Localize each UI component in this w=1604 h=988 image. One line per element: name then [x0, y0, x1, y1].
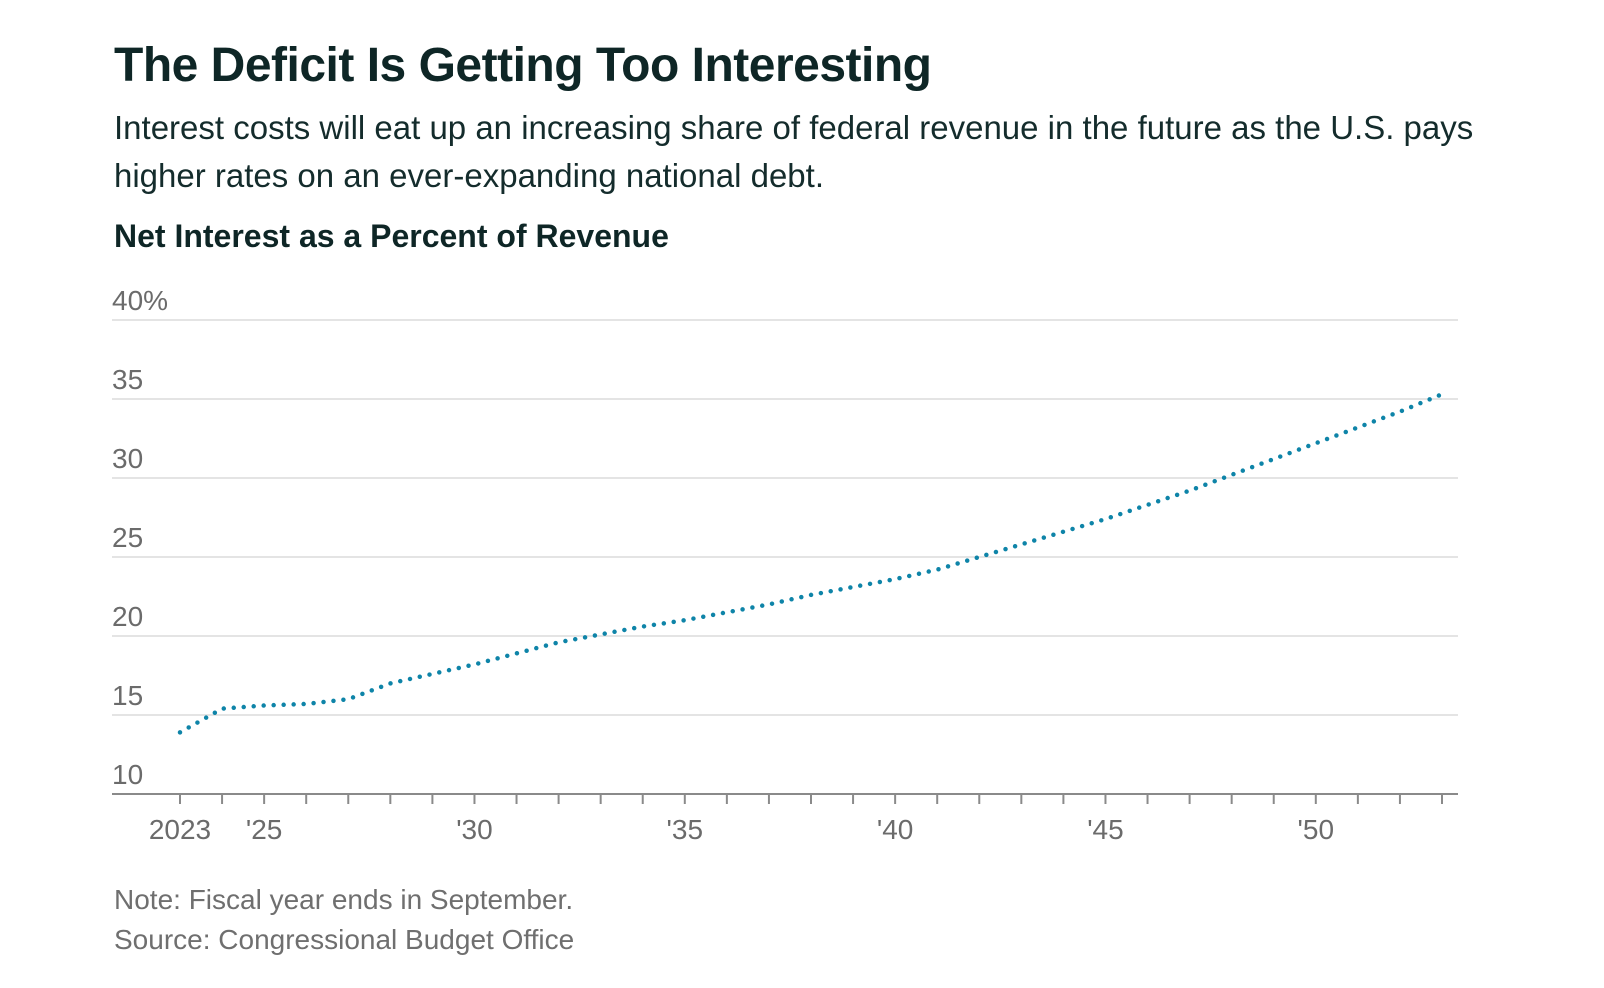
data-point-2049: [1273, 458, 1275, 460]
data-point-2030: [473, 663, 475, 665]
data-point-2034: [642, 626, 644, 628]
data-point-2048: [1231, 474, 1233, 476]
chart-note: Note: Fiscal year ends in September.: [114, 884, 574, 915]
data-point-2047: [1189, 490, 1191, 492]
data-point-2028: [389, 682, 391, 684]
data-point-2042: [978, 556, 980, 558]
data-point-2044: [1062, 531, 1064, 533]
y-tick-label-35: 35: [112, 364, 143, 395]
gridlines: [112, 319, 1458, 716]
series-line-0: [177, 392, 1445, 735]
y-tick-label-40: 40%: [112, 285, 168, 316]
data-point-2033: [600, 633, 602, 635]
x-axis: [112, 793, 1458, 804]
data-point-2031: [516, 652, 518, 654]
chart-title: The Deficit Is Getting Too Interesting: [114, 39, 932, 92]
data-point-2026: [305, 703, 307, 705]
x-tick-label-2045: '45: [1087, 814, 1124, 845]
chart-heading: Net Interest as a Percent of Revenue: [114, 218, 669, 254]
x-tick-label-2040: '40: [877, 814, 914, 845]
x-axis-labels: 2023 '25 '30 '35 '40 '45 '50: [149, 814, 1334, 845]
x-tick-label-2023: 2023: [149, 814, 211, 845]
data-point-2038: [810, 594, 812, 596]
x-tick-label-2030: '30: [456, 814, 493, 845]
data-point-2025: [263, 705, 265, 707]
data-point-2045: [1104, 518, 1106, 520]
y-tick-label-25: 25: [112, 522, 143, 553]
data-point-2027: [347, 698, 349, 700]
data-point-2043: [1020, 543, 1022, 545]
data-point-2051: [1357, 426, 1359, 428]
data-point-2036: [726, 611, 728, 613]
y-tick-label-20: 20: [112, 601, 143, 632]
data-point-2050: [1315, 442, 1317, 444]
chart-source: Source: Congressional Budget Office: [114, 924, 575, 955]
y-axis-labels: 40% 35 30 25 20 15 10: [112, 285, 168, 790]
data-point-2035: [684, 619, 686, 621]
data-point-2023: [179, 731, 181, 733]
data-point-2046: [1147, 504, 1149, 506]
series-group: [177, 392, 1445, 735]
data-point-2039: [852, 586, 854, 588]
line-chart: 40% 35 30 25 20 15 10 2023 '25 '30 '35 '40 '45 '50: [112, 285, 1458, 845]
data-point-2032: [558, 641, 560, 643]
chart-subtitle: Interest costs will eat up an increasing…: [114, 109, 1474, 194]
x-tick-label-2035: '35: [667, 814, 704, 845]
data-point-2041: [936, 569, 938, 571]
data-point-2029: [431, 673, 433, 675]
y-tick-label-15: 15: [112, 680, 143, 711]
x-tick-label-2025: '25: [246, 814, 283, 845]
y-tick-label-30: 30: [112, 443, 143, 474]
data-point-2037: [768, 603, 770, 605]
data-point-2052: [1399, 411, 1401, 413]
data-point-2024: [221, 708, 223, 710]
x-tick-label-2050: '50: [1298, 814, 1335, 845]
y-tick-label-10: 10: [112, 759, 143, 790]
data-point-2040: [894, 578, 896, 580]
data-point-2053: [1441, 393, 1443, 395]
